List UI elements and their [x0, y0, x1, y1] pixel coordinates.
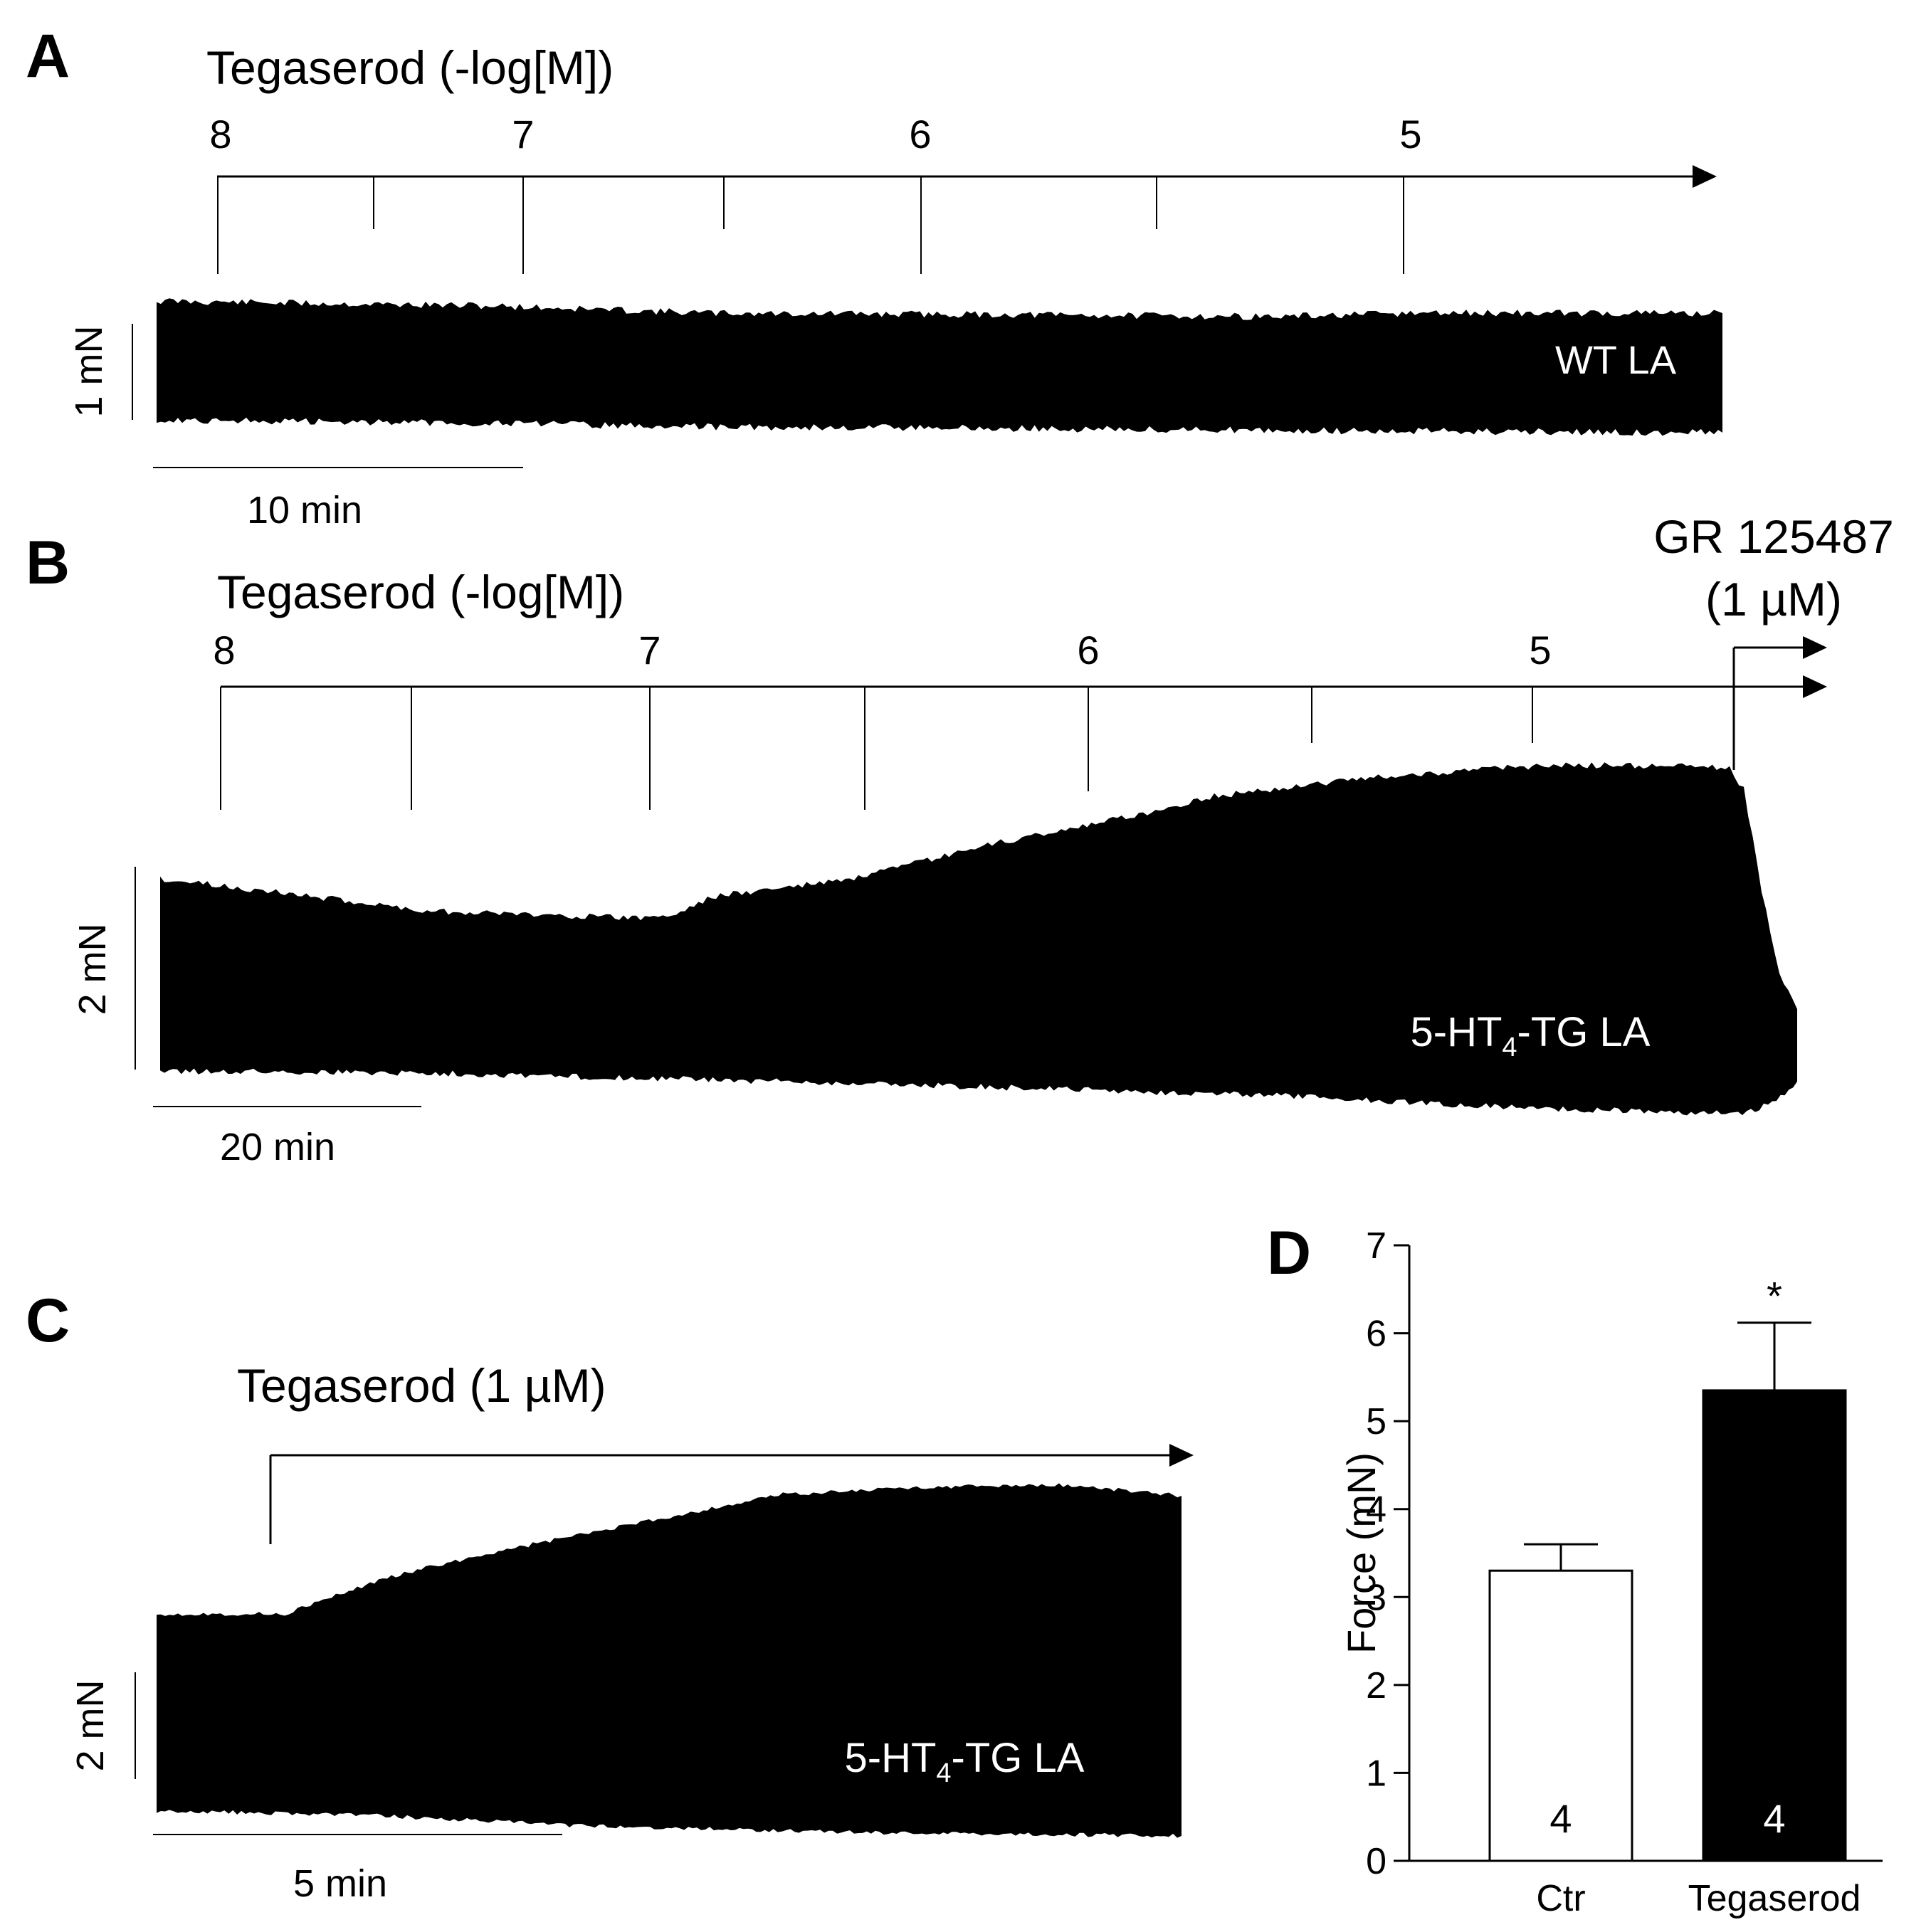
- panel-b: B Tegaserod (-log[M]) GR 125487 (1 µM) 8…: [26, 510, 1894, 1168]
- panel-c-arrowhead: [1169, 1444, 1194, 1467]
- panel-b-drug-label: Tegaserod (-log[M]): [217, 566, 624, 618]
- panel-a: A Tegaserod (-log[M]) 8 7 6 5 WT LA 1 mN…: [26, 22, 1722, 532]
- bar-ctr: [1488, 1569, 1633, 1862]
- y-tick-label: 6: [1366, 1314, 1386, 1355]
- panel-c-time-scale-label: 5 min: [293, 1862, 387, 1905]
- y-tick-label: 2: [1366, 1665, 1386, 1706]
- panel-a-trace-label: WT LA: [1555, 337, 1677, 382]
- x-category-label: Tegaserod: [1688, 1878, 1861, 1919]
- panel-a-arrowhead: [1693, 165, 1717, 188]
- panel-b-arrowhead: [1803, 675, 1827, 698]
- y-tick-label: 0: [1366, 1841, 1386, 1882]
- panel-b-tick-label-7: 7: [638, 628, 661, 672]
- panel-b-tick-label-5: 5: [1529, 628, 1551, 672]
- panel-a-tick-label-5: 5: [1399, 112, 1421, 157]
- bar-n-label: 4: [1763, 1796, 1785, 1841]
- panel-a-force-trace: [157, 298, 1722, 436]
- panel-c-drug-label: Tegaserod (1 µM): [237, 1359, 606, 1412]
- y-axis-label: Force (mN): [1339, 1452, 1384, 1654]
- significance-marker: *: [1767, 1274, 1782, 1319]
- panel-b-trace-label: 5-HT4-TG LA: [1411, 1009, 1651, 1062]
- panel-c-force-trace: [157, 1483, 1182, 1838]
- bar-tegaserod: [1702, 1389, 1847, 1862]
- panel-b-antagonist-conc: (1 µM): [1705, 573, 1842, 625]
- panel-c-label: C: [26, 1287, 70, 1355]
- panel-b-dose-markers: [220, 687, 1533, 810]
- y-tick-label: 5: [1366, 1401, 1386, 1442]
- panel-b-tick-label-8: 8: [213, 628, 235, 672]
- panel-a-tick-label-8: 8: [209, 112, 231, 157]
- panel-a-drug-label: Tegaserod (-log[M]): [206, 41, 614, 94]
- panel-a-label: A: [26, 22, 70, 90]
- panel-b-antagonist-label: GR 125487: [1653, 510, 1894, 563]
- y-tick-label: 4: [1366, 1489, 1386, 1531]
- panel-b-time-scale-label: 20 min: [220, 1126, 335, 1168]
- panel-b-tick-label-6: 6: [1077, 628, 1099, 672]
- y-tick-label: 1: [1366, 1753, 1386, 1794]
- panel-a-force-scale-label: 1 mN: [68, 325, 110, 417]
- y-tick-label: 3: [1366, 1577, 1386, 1618]
- x-category-label: Ctr: [1536, 1878, 1585, 1919]
- bar-n-label: 4: [1549, 1796, 1572, 1841]
- panel-b-antagonist-arrowhead: [1803, 636, 1827, 659]
- y-tick-label: 7: [1366, 1225, 1386, 1267]
- panel-b-force-trace: [160, 762, 1797, 1116]
- panel-c-force-scale-label: 2 mN: [69, 1679, 112, 1771]
- panel-a-tick-label-6: 6: [909, 112, 931, 157]
- panel-a-time-scale-label: 10 min: [247, 489, 362, 532]
- panel-b-label: B: [26, 529, 70, 597]
- panel-b-force-scale-label: 2 mN: [71, 923, 114, 1015]
- panel-c-trace-label: 5-HT4-TG LA: [845, 1735, 1085, 1788]
- panel-a-tick-label-7: 7: [512, 112, 534, 157]
- panel-a-dose-markers: [217, 176, 1404, 274]
- panel-d-label: D: [1267, 1219, 1311, 1287]
- panel-c: C Tegaserod (1 µM) 5-HT4-TG LA 2 mN 5 mi…: [26, 1287, 1194, 1905]
